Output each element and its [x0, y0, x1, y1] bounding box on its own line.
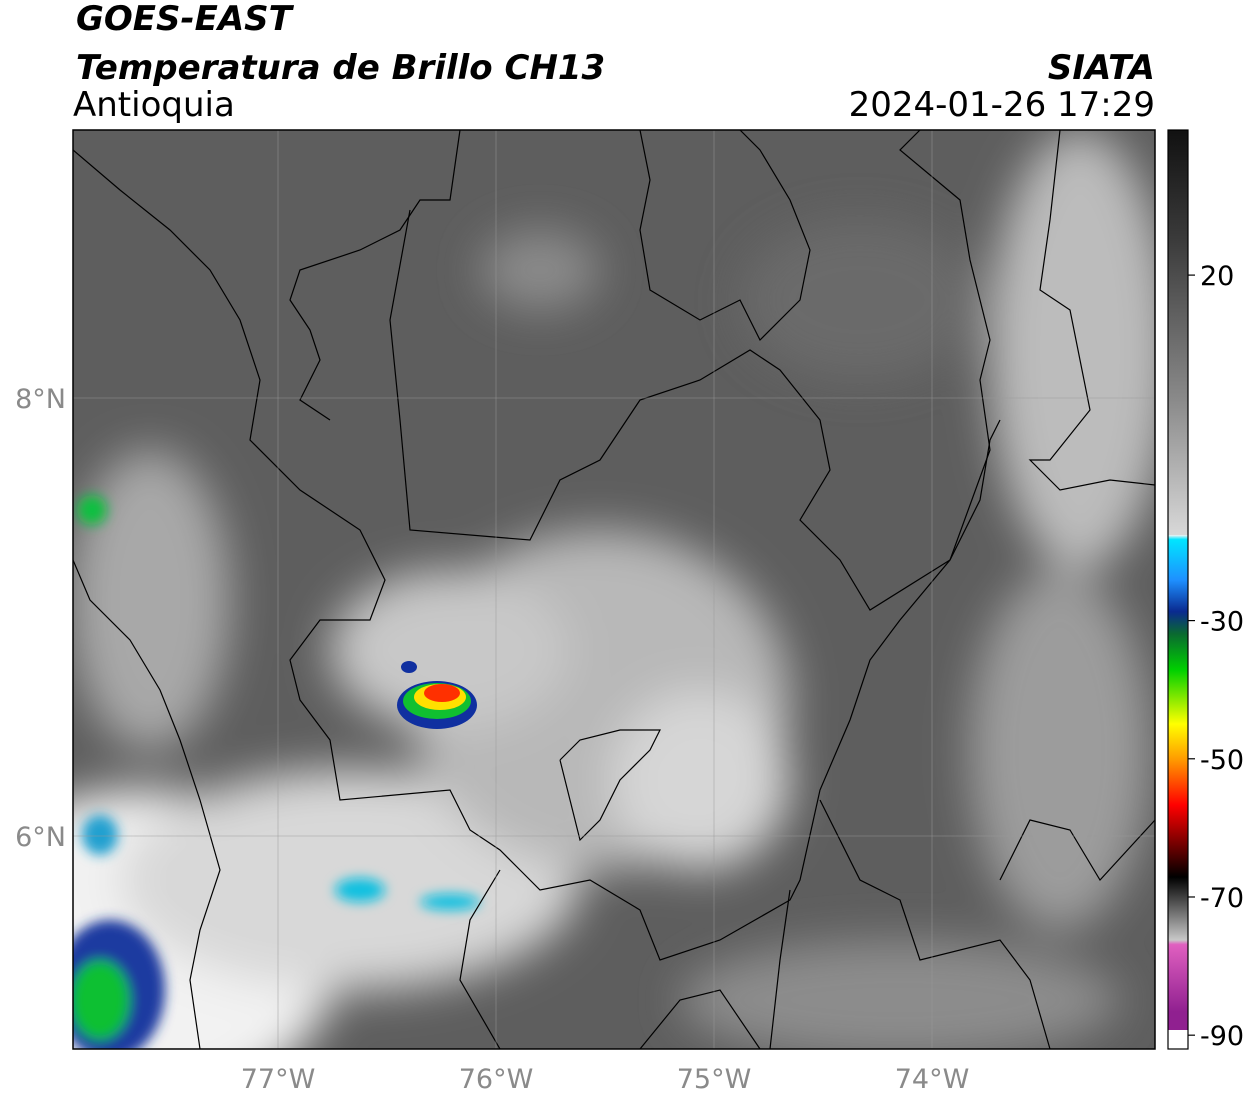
grid [73, 130, 1155, 1049]
colorbar [1167, 129, 1189, 1050]
lat-label: 8°N [15, 384, 66, 415]
region: Antioquia [73, 85, 235, 125]
source: SIATA [1048, 48, 1155, 88]
lat-label: 6°N [15, 822, 66, 853]
colorbar-under [1168, 1030, 1188, 1049]
lon-label: 74°W [895, 1064, 970, 1095]
borders [73, 130, 1155, 1049]
colorbar-tick-label: -30 [1200, 607, 1244, 638]
lon-label: 75°W [677, 1064, 752, 1095]
colorbar-tick-label: -70 [1200, 883, 1244, 914]
colorbar-frame [1167, 129, 1189, 1050]
colorbar-tick-label: -50 [1200, 745, 1244, 776]
colorbar-tick-label: 20 [1200, 261, 1234, 292]
lon-label: 77°W [241, 1064, 316, 1095]
subtitle: Temperatura de Brillo CH13 [76, 48, 605, 88]
map-frame [72, 129, 1156, 1050]
title: GOES-EAST [76, 0, 295, 39]
lon-label: 76°W [459, 1064, 534, 1095]
datetime: 2024-01-26 17:29 [849, 85, 1155, 125]
colorbar-gradient [1168, 130, 1188, 1030]
colorbar-tick-label: -90 [1200, 1021, 1244, 1052]
satellite-image [73, 130, 1155, 1049]
